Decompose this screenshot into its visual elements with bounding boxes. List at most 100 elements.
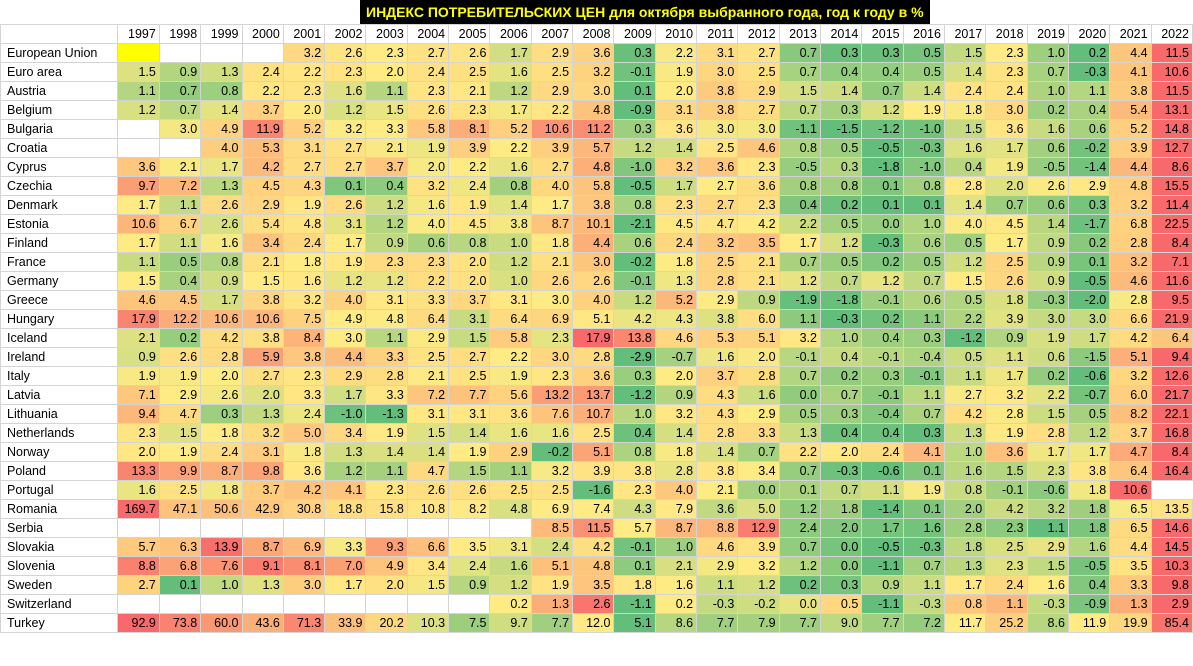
heatmap-cell[interactable]: 2.0	[241, 385, 284, 405]
heatmap-cell[interactable]: 2.7	[324, 157, 367, 177]
empty-cell[interactable]	[365, 518, 408, 538]
heatmap-cell[interactable]: 3.6	[572, 366, 615, 386]
heatmap-cell[interactable]: 22.5	[1150, 214, 1193, 234]
heatmap-cell[interactable]: -0.3	[819, 461, 863, 481]
heatmap-cell[interactable]: 3.1	[654, 100, 698, 120]
heatmap-cell[interactable]: 1.1	[696, 575, 739, 595]
heatmap-cell[interactable]: 0.7	[985, 195, 1028, 215]
column-header[interactable]: 2015	[861, 24, 904, 44]
heatmap-cell[interactable]: 4.5	[241, 176, 284, 196]
heatmap-cell[interactable]: 3.6	[572, 43, 615, 63]
empty-cell[interactable]	[117, 138, 160, 158]
heatmap-cell[interactable]: 0.1	[158, 575, 202, 595]
heatmap-cell[interactable]: 25.2	[985, 613, 1028, 633]
heatmap-cell[interactable]: 5.7	[117, 537, 160, 557]
heatmap-cell[interactable]: 6.8	[158, 556, 202, 576]
heatmap-cell[interactable]: -0.3	[1026, 290, 1069, 310]
heatmap-cell[interactable]: 0.3	[819, 575, 863, 595]
heatmap-cell[interactable]: -0.1	[613, 271, 656, 291]
heatmap-cell[interactable]: 4.8	[1109, 176, 1152, 196]
heatmap-cell[interactable]: 2.7	[737, 43, 780, 63]
heatmap-cell[interactable]: 3.1	[324, 214, 367, 234]
heatmap-cell[interactable]: 1.3	[1109, 594, 1152, 614]
heatmap-cell[interactable]: 1.5	[117, 62, 160, 82]
heatmap-cell[interactable]: 2.7	[448, 347, 491, 367]
heatmap-cell[interactable]: 3.2	[737, 556, 780, 576]
heatmap-cell[interactable]: 3.6	[985, 442, 1028, 462]
heatmap-cell[interactable]: 3.3	[365, 119, 408, 139]
heatmap-cell[interactable]: 0.8	[489, 176, 532, 196]
heatmap-cell[interactable]: 2.9	[737, 404, 780, 424]
heatmap-cell[interactable]: 1.0	[819, 328, 863, 348]
row-label[interactable]: Lithuania	[0, 404, 118, 424]
heatmap-cell[interactable]: 2.8	[365, 366, 408, 386]
heatmap-cell[interactable]: 3.0	[282, 575, 326, 595]
heatmap-cell[interactable]: 85.4	[1150, 613, 1193, 633]
heatmap-cell[interactable]: 4.2	[572, 537, 615, 557]
heatmap-cell[interactable]: 73.8	[158, 613, 202, 633]
heatmap-cell[interactable]: 0.2	[1067, 233, 1111, 253]
heatmap-cell[interactable]: 17.9	[117, 309, 160, 329]
heatmap-cell[interactable]: 12.2	[158, 309, 202, 329]
heatmap-cell[interactable]: 9.8	[241, 461, 284, 481]
heatmap-cell[interactable]: 1.0	[489, 233, 532, 253]
heatmap-cell[interactable]: 0.9	[1026, 233, 1069, 253]
row-label[interactable]: Turkey	[0, 613, 118, 633]
heatmap-cell[interactable]: 9.3	[365, 537, 408, 557]
row-label[interactable]: Croatia	[0, 138, 118, 158]
heatmap-cell[interactable]: 1.2	[778, 271, 821, 291]
heatmap-cell[interactable]: 2.3	[737, 157, 780, 177]
heatmap-cell[interactable]: 0.8	[778, 176, 821, 196]
heatmap-cell[interactable]: 1.1	[902, 575, 945, 595]
heatmap-cell[interactable]: 3.3	[365, 385, 408, 405]
heatmap-cell[interactable]: 2.5	[406, 347, 450, 367]
heatmap-cell[interactable]: 5.1	[572, 442, 615, 462]
heatmap-cell[interactable]: 3.2	[324, 119, 367, 139]
heatmap-cell[interactable]: -0.1	[902, 366, 945, 386]
heatmap-cell[interactable]: 7.6	[530, 404, 574, 424]
heatmap-cell[interactable]: -1.0	[902, 157, 945, 177]
heatmap-cell[interactable]: -1.4	[861, 499, 904, 519]
heatmap-cell[interactable]: 9.8	[1150, 575, 1193, 595]
heatmap-cell[interactable]: 0.4	[1067, 575, 1111, 595]
heatmap-cell[interactable]: -0.1	[613, 537, 656, 557]
heatmap-cell[interactable]: 0.8	[819, 176, 863, 196]
heatmap-cell[interactable]: 3.6	[654, 119, 698, 139]
heatmap-cell[interactable]: 3.8	[572, 195, 615, 215]
heatmap-cell[interactable]: 2.0	[654, 366, 698, 386]
heatmap-cell[interactable]: 1.2	[324, 100, 367, 120]
heatmap-cell[interactable]: 2.8	[696, 271, 739, 291]
heatmap-cell[interactable]: 5.2	[654, 290, 698, 310]
heatmap-cell[interactable]: 1.9	[365, 423, 408, 443]
heatmap-cell[interactable]: 5.1	[1109, 347, 1152, 367]
heatmap-cell[interactable]: 0.4	[943, 157, 987, 177]
heatmap-cell[interactable]: 1.2	[778, 499, 821, 519]
heatmap-cell[interactable]: 4.9	[365, 556, 408, 576]
heatmap-cell[interactable]: 5.7	[572, 138, 615, 158]
heatmap-cell[interactable]: 2.3	[1026, 461, 1069, 481]
heatmap-cell[interactable]: 9.5	[1150, 290, 1193, 310]
heatmap-cell[interactable]: 4.4	[1109, 537, 1152, 557]
heatmap-cell[interactable]: 1.6	[943, 138, 987, 158]
heatmap-cell[interactable]: 3.7	[1109, 423, 1152, 443]
heatmap-cell[interactable]: 3.8	[613, 461, 656, 481]
heatmap-cell[interactable]: 2.8	[737, 366, 780, 386]
heatmap-cell[interactable]: 0.3	[819, 157, 863, 177]
heatmap-cell[interactable]: -0.1	[985, 480, 1028, 500]
heatmap-cell[interactable]: 3.2	[1109, 366, 1152, 386]
heatmap-cell[interactable]: 14.8	[1150, 119, 1193, 139]
heatmap-cell[interactable]: 0.3	[613, 366, 656, 386]
heatmap-cell[interactable]: 1.1	[117, 252, 160, 272]
heatmap-cell[interactable]: 2.2	[1026, 385, 1069, 405]
empty-cell[interactable]	[489, 518, 532, 538]
column-header[interactable]: 2019	[1026, 24, 1069, 44]
empty-cell[interactable]	[406, 518, 450, 538]
heatmap-cell[interactable]: 6.3	[158, 537, 202, 557]
heatmap-cell[interactable]: 3.2	[282, 43, 326, 63]
heatmap-cell[interactable]: 1.7	[985, 233, 1028, 253]
column-header[interactable]: 2005	[448, 24, 491, 44]
heatmap-cell[interactable]: 1.4	[819, 81, 863, 101]
heatmap-cell[interactable]: 1.7	[489, 100, 532, 120]
heatmap-cell[interactable]: 0.4	[819, 62, 863, 82]
heatmap-cell[interactable]: 6.4	[1150, 328, 1193, 348]
